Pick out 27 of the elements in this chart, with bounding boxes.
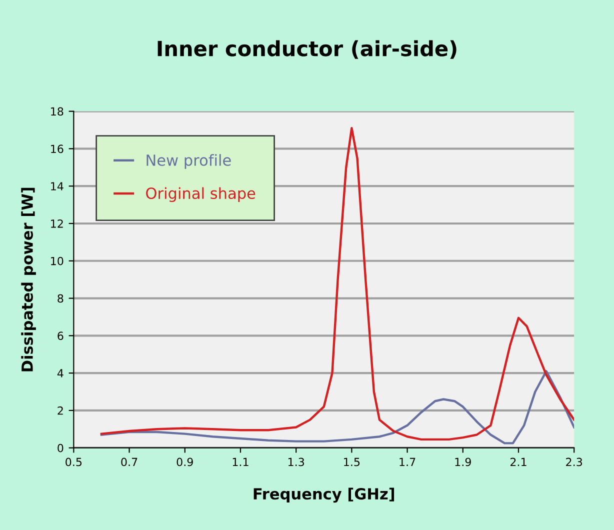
- x-tick-label: 1.7: [400, 458, 416, 466]
- x-axis-title: Frequency [GHz]: [254, 488, 394, 503]
- y-tick-label: 10: [51, 256, 64, 266]
- x-tick-label: 1.9: [455, 458, 471, 466]
- line-series: [100, 370, 574, 444]
- y-tick-label: 18: [51, 107, 64, 116]
- chart-title: Inner conductor (air-side): [158, 40, 456, 59]
- y-tick-label: 4: [57, 369, 64, 378]
- x-tick-label: 2.1: [510, 458, 526, 466]
- x-tick-label: 0.7: [121, 458, 138, 466]
- y-tick-label: 2: [58, 406, 63, 415]
- line-series: [100, 127, 574, 441]
- y-axis-title: Dissipated power [W]: [21, 188, 36, 372]
- legend-label: New profile: [146, 154, 231, 169]
- x-tick-label: 2.3: [566, 458, 582, 466]
- y-tick-label: 0: [58, 444, 64, 452]
- y-tick-label: 6: [58, 332, 64, 340]
- y-tick-label: 12: [51, 219, 63, 228]
- x-tick-label: 1.1: [232, 458, 248, 466]
- x-tick-label: 0.9: [176, 458, 193, 466]
- y-tick-label: 8: [58, 294, 64, 303]
- x-tick-label: 0.5: [66, 458, 82, 466]
- legend-label: Original shape: [146, 187, 256, 202]
- y-tick-label: 14: [51, 182, 64, 190]
- x-tick-label: 1.5: [344, 458, 360, 466]
- y-tick-label: 16: [51, 144, 64, 154]
- x-tick-label: 1.3: [288, 458, 304, 466]
